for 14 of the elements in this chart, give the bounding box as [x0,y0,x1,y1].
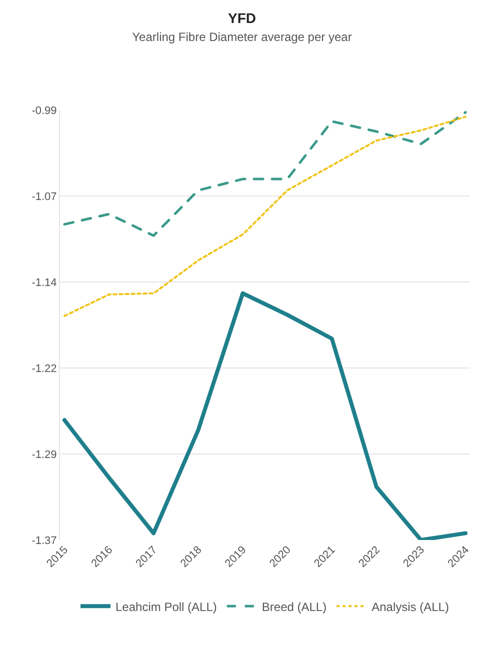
legend-label: Breed (ALL) [262,600,327,614]
legend-label: Analysis (ALL) [372,600,449,614]
line-series [63,116,467,317]
y-tick-label: -1.14 [32,276,57,289]
y-tick-label: -1.29 [32,448,57,461]
legend-label: Leahcim Poll (ALL) [116,600,217,614]
line-series [63,111,467,237]
y-tick-label: -0.99 [32,104,57,117]
line-series [62,291,468,540]
y-tick-label: -1.07 [32,190,57,203]
y-tick-label: -1.37 [32,534,57,547]
chart-subtitle: Yearling Fibre Diameter average per year [132,30,352,44]
y-tick-label: -1.22 [32,362,57,375]
chart-title: YFD [228,10,256,26]
